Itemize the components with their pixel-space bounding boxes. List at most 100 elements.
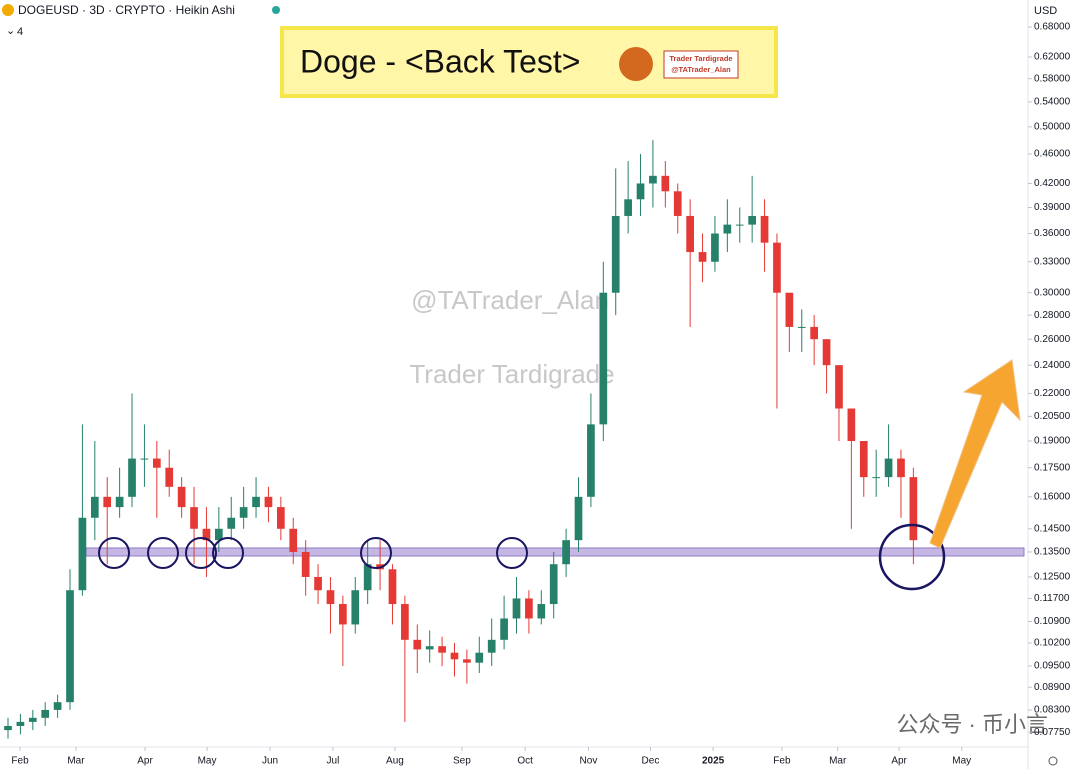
candle-body <box>90 496 99 518</box>
candle-body <box>41 709 50 718</box>
x-tick-label: Nov <box>580 756 598 767</box>
y-tick-label: 0.13500 <box>1034 547 1071 558</box>
candle-body <box>140 458 149 460</box>
logo-name: Trader Tardigrade <box>669 54 732 63</box>
candle-body <box>450 652 459 660</box>
candle-body <box>735 224 744 226</box>
candle-body <box>214 528 223 541</box>
candle-body <box>773 242 781 293</box>
candle-body <box>686 215 694 253</box>
y-tick-label: 0.11700 <box>1034 593 1070 604</box>
candle-body <box>859 441 868 478</box>
logo-handle: @TATrader_Alan <box>671 65 731 74</box>
retest-circle <box>878 523 946 591</box>
candle-body <box>53 702 62 710</box>
status-dot <box>272 6 280 14</box>
indicator-count[interactable]: 4 <box>17 26 23 38</box>
candle-body <box>673 191 682 216</box>
candle-body <box>115 496 124 508</box>
symbol-header[interactable]: DOGEUSD · 3D · CRYPTO · Heikin Ashi <box>18 3 235 17</box>
candle-body <box>463 659 471 663</box>
candle-body <box>152 458 161 468</box>
candle-body <box>537 604 546 619</box>
collapse-icon[interactable]: ⌄ <box>6 25 15 37</box>
symbol-icon <box>2 4 14 16</box>
candle-body <box>611 215 620 293</box>
candle-body <box>202 528 211 541</box>
candle-body <box>326 590 335 605</box>
candle-body <box>128 458 136 497</box>
y-tick-label: 0.62000 <box>1034 52 1071 63</box>
candle-body <box>66 590 74 703</box>
touch-circle <box>360 537 392 569</box>
y-tick-label: 0.33000 <box>1034 256 1071 267</box>
banner-title: Doge - <Back Test> <box>300 43 580 79</box>
candle-body <box>661 175 670 192</box>
footer-note: 公众号 · 币小言 <box>896 712 1048 737</box>
y-tick-label: 0.10900 <box>1034 616 1071 627</box>
logo-icon <box>619 47 653 81</box>
candle-body <box>698 252 707 262</box>
candle-body <box>835 365 843 409</box>
candle-body <box>748 215 756 225</box>
x-tick-label: Mar <box>829 756 847 767</box>
candle-body <box>909 477 918 541</box>
candle-body <box>252 496 260 508</box>
candle-body <box>78 517 87 591</box>
candle-body <box>760 215 769 243</box>
y-tick-label: 0.12500 <box>1034 572 1071 583</box>
x-tick-label: Sep <box>453 756 471 767</box>
x-tick-label: Apr <box>891 756 907 767</box>
y-tick-label: 0.20500 <box>1034 411 1071 422</box>
settings-icon[interactable] <box>1048 756 1058 766</box>
candle-body <box>649 175 657 184</box>
watermark-handle: @TATrader_Alan <box>411 285 609 315</box>
touch-circle <box>185 537 217 569</box>
candle-body <box>239 507 248 518</box>
candle-body <box>822 339 831 366</box>
candle-body <box>425 646 434 650</box>
y-tick-label: 0.08900 <box>1034 682 1071 693</box>
y-tick-label: 0.30000 <box>1034 287 1071 298</box>
banner <box>280 26 778 98</box>
candle-body <box>289 528 298 552</box>
x-tick-label: May <box>198 756 217 767</box>
y-tick-label: 0.36000 <box>1034 228 1071 239</box>
candle-body <box>388 569 397 605</box>
x-tick-label: Feb <box>773 756 791 767</box>
touch-circle <box>98 537 130 569</box>
y-tick-label: 0.19000 <box>1034 436 1071 447</box>
candle-body <box>190 507 198 529</box>
candle-body <box>599 292 608 425</box>
x-tick-label: Dec <box>642 756 660 767</box>
candle-body <box>549 564 558 605</box>
candle-body <box>351 590 360 625</box>
candle-body <box>500 618 508 640</box>
candle-body <box>897 458 905 478</box>
touch-circles <box>98 523 946 591</box>
candle-body <box>301 551 310 577</box>
x-tick-label: Feb <box>11 756 29 767</box>
x-tick-label: Apr <box>137 756 153 767</box>
y-tick-label: 0.50000 <box>1034 121 1071 132</box>
y-tick-label: 0.68000 <box>1034 22 1071 33</box>
y-tick-label: 0.16000 <box>1034 491 1071 502</box>
candle-body <box>512 598 521 619</box>
candle-body <box>624 199 632 216</box>
y-tick-label: 0.42000 <box>1034 178 1071 189</box>
candle-body <box>177 486 186 508</box>
x-tick-label: Jul <box>327 756 340 767</box>
y-tick-label: 0.08300 <box>1034 705 1071 716</box>
candle-body <box>487 639 496 653</box>
candle-body <box>475 652 484 663</box>
currency-label[interactable]: USD <box>1034 5 1057 17</box>
y-tick-label: 0.17500 <box>1034 462 1071 473</box>
y-tick-label: 0.54000 <box>1034 97 1071 108</box>
y-tick-label: 0.28000 <box>1034 310 1071 321</box>
y-tick-label: 0.58000 <box>1034 73 1071 84</box>
y-tick-label: 0.07750 <box>1034 727 1071 738</box>
candle-body <box>165 467 174 487</box>
candle-body <box>884 458 893 478</box>
